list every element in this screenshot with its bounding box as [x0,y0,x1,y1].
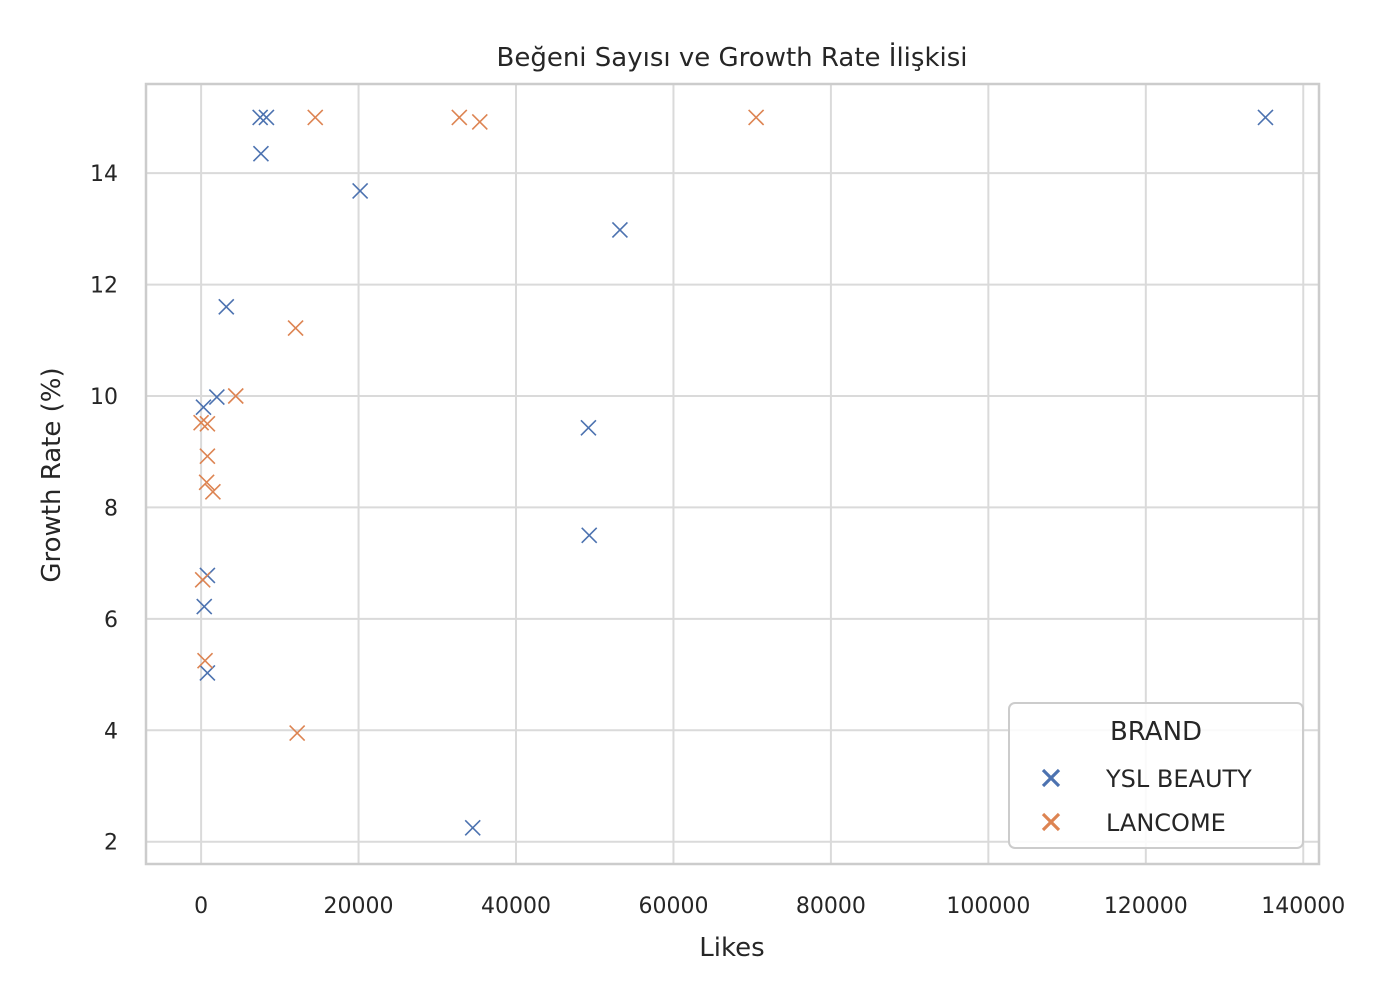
x-tick-label: 40000 [481,894,551,919]
data-point [451,109,468,126]
legend-marker [1041,768,1061,788]
data-point [464,819,481,836]
data-point [748,109,765,126]
data-point [199,415,216,432]
y-tick-label: 10 [90,385,118,410]
data-point [193,414,210,431]
x-tick-label: 120000 [1104,894,1188,919]
data-point [196,598,213,615]
grid-lines [146,84,1319,864]
data-point [289,725,306,742]
x-tick-label: 140000 [1261,894,1345,919]
data-point [195,399,212,416]
x-tick-label: 60000 [638,894,708,919]
y-tick-label: 4 [104,719,118,744]
data-point [471,113,488,130]
data-point [580,419,597,436]
x-axis-title: Likes [699,933,764,963]
data-point [198,474,215,491]
legend-marker [1041,812,1061,832]
legend-items: YSL BEAUTY LANCOME [1041,765,1252,837]
data-point [352,182,369,200]
legend-label: YSL BEAUTY [1105,765,1252,793]
x-tick-label: 20000 [324,894,394,919]
data-point [204,483,221,500]
x-axis-ticks: 0 20000 40000 60000 80000 100000 120000 140000 [194,894,1345,919]
chart-title: Beğeni Sayısı ve Growth Rate İlişkisi [497,41,968,73]
x-tick-label: 100000 [946,894,1030,919]
data-points [193,109,1274,836]
data-point [258,109,275,126]
legend-label: LANCOME [1106,809,1226,837]
legend-title: BRAND [1110,717,1202,747]
data-point [194,571,211,588]
plot-frame [144,82,1321,866]
y-tick-label: 12 [90,274,118,299]
data-point [307,109,324,126]
y-tick-label: 14 [90,162,118,187]
legend-box [1008,702,1304,849]
x-tick-label: 80000 [796,894,866,919]
data-point [252,145,270,162]
x-tick-label: 0 [194,894,208,919]
data-point [1257,109,1274,126]
data-point [199,448,216,465]
data-point [196,652,214,669]
data-point [581,527,598,544]
legend: BRAND YSL BEAUTY LANCOME [1008,702,1304,849]
data-point [227,387,244,405]
data-point [287,319,304,337]
data-point [218,298,235,315]
data-point [611,221,628,239]
y-tick-label: 2 [104,831,118,856]
y-tick-label: 6 [104,608,118,633]
y-tick-label: 8 [104,496,118,521]
data-point [252,109,269,126]
data-point [208,389,225,406]
y-axis-ticks: 2 4 6 8 10 12 14 [90,162,118,856]
y-axis-title: Growth Rate (%) [37,367,67,582]
